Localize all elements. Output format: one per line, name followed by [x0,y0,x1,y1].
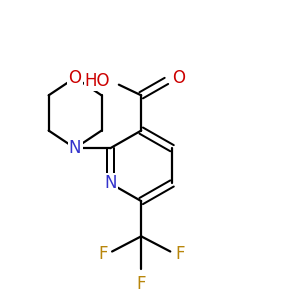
Text: O: O [172,69,185,87]
Text: F: F [175,245,184,263]
Text: F: F [136,274,146,292]
Text: HO: HO [85,72,110,90]
Text: F: F [98,245,107,263]
Text: N: N [104,174,117,192]
Text: O: O [69,69,82,87]
Text: N: N [69,139,81,157]
